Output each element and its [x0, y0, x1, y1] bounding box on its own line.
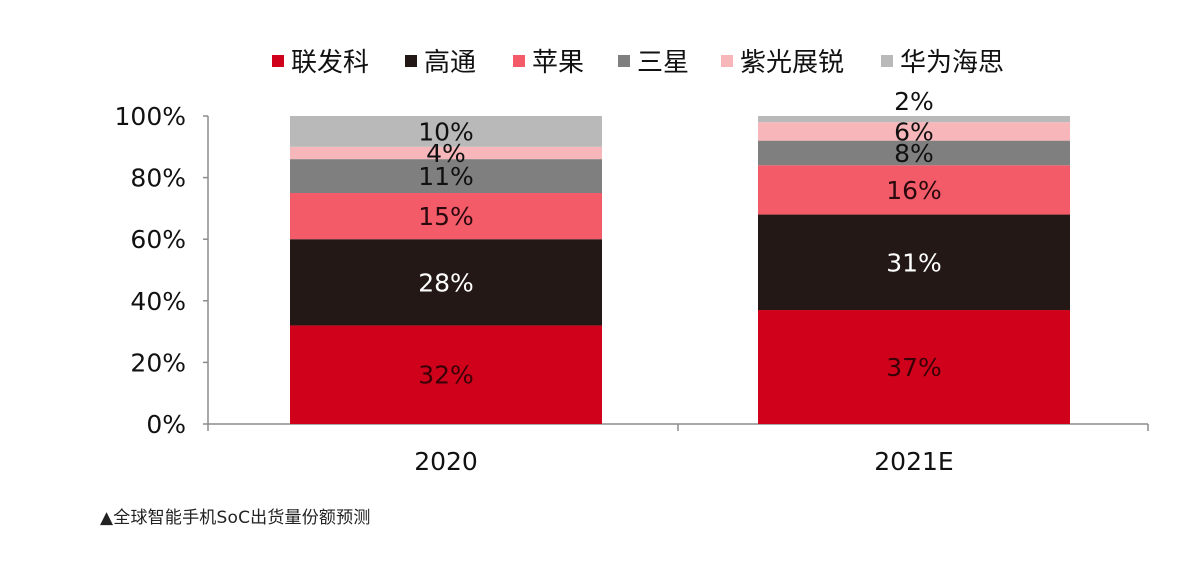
bar-segment-2020-6: [290, 116, 602, 147]
x-tick-label-2020: 2020: [414, 447, 478, 476]
legend-swatch-6: [881, 55, 893, 67]
legend-label-2: 高通: [424, 48, 476, 78]
legend-label-3: 苹果: [532, 48, 584, 78]
data-label-2021E-5: 6%: [894, 117, 934, 146]
bar-segment-2021E-4: [758, 140, 1070, 166]
bar-segment-2021E-5: [758, 122, 1070, 141]
legend: 联发科 高通 苹果 三星 紫光展锐 华为海思: [272, 48, 1004, 78]
y-tick-label: 40%: [130, 287, 186, 316]
axes: 0% 20% 40% 60% 80% 100% 2020 2021E: [115, 102, 1149, 476]
legend-label-1: 联发科: [291, 48, 369, 78]
data-label-2021E-6: 2%: [894, 87, 934, 116]
legend-label-6: 华为海思: [900, 48, 1004, 78]
data-label-2021E-2: 31%: [886, 248, 942, 277]
legend-swatch-1: [272, 55, 284, 67]
legend-label-4: 三星: [637, 48, 689, 78]
data-label-2021E-3: 16%: [886, 176, 942, 205]
y-tick-label: 80%: [130, 164, 186, 193]
bar-segment-2021E-2: [758, 214, 1070, 311]
stacked-bar-chart: 联发科 高通 苹果 三星 紫光展锐 华为海思 0% 20% 40% 60% 80% 100% 2020…: [115, 48, 1149, 476]
bar-segment-2020-3: [290, 193, 602, 240]
y-tick-label: 20%: [130, 348, 186, 377]
data-label-2020-3: 15%: [418, 202, 474, 231]
bar-segment-2020-1: [290, 325, 602, 424]
bar-segment-2021E-6: [758, 116, 1070, 123]
data-label-2021E-1: 37%: [886, 353, 942, 382]
data-label-2020-2: 28%: [418, 268, 474, 297]
bar-segment-2021E-3: [758, 165, 1070, 215]
y-tick-label: 60%: [130, 225, 186, 254]
data-label-2021E-4: 8%: [894, 139, 934, 168]
bars: 32% 28% 15% 11%4%10% 37% 31% 16% 8%6%2%: [290, 87, 1070, 424]
bar-segment-2020-2: [290, 239, 602, 326]
x-tick-label-2021E: 2021E: [874, 447, 953, 476]
y-tick-label: 100%: [115, 102, 186, 131]
legend-swatch-4: [618, 55, 630, 67]
data-label-2020-6: 10%: [418, 117, 474, 146]
legend-swatch-3: [513, 55, 525, 67]
bar-segment-2021E-1: [758, 310, 1070, 424]
data-label-2020-5: 4%: [426, 139, 466, 168]
data-label-2020-4: 11%: [418, 162, 474, 191]
bar-segment-2020-5: [290, 146, 602, 160]
legend-swatch-2: [405, 55, 417, 67]
bar-segment-2020-4: [290, 159, 602, 193]
legend-swatch-5: [721, 55, 733, 67]
chart-caption: ▲全球智能手机SoC出货量份额预测: [100, 508, 371, 528]
chart-canvas: 联发科 高通 苹果 三星 紫光展锐 华为海思 0% 20% 40% 60% 80% 100% 2020…: [115, 48, 1149, 476]
legend-label-5: 紫光展锐: [740, 48, 844, 78]
y-tick-label: 0%: [146, 410, 186, 439]
data-label-2020-1: 32%: [418, 361, 474, 390]
